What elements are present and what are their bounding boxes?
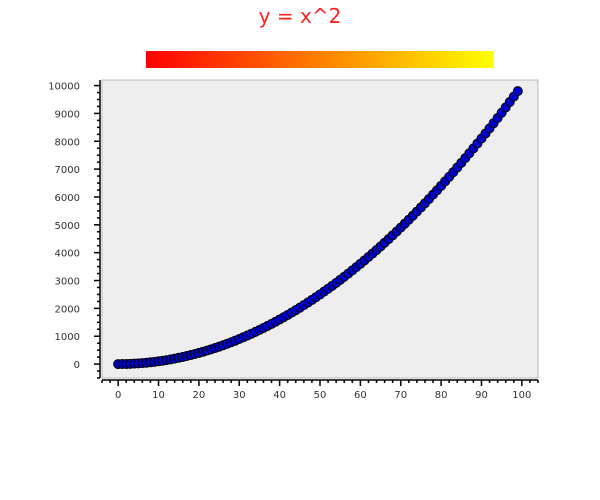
y-axis: 0 1000 2000 3000 4000 5000 6000 7000 8000 9000 100… xyxy=(48,80,101,379)
y-tick-label: 2000 xyxy=(55,304,80,315)
x-tick-label: 100 xyxy=(512,390,531,401)
y-tick-label: 9000 xyxy=(55,109,80,120)
data-point xyxy=(512,86,523,97)
x-tick-label: 20 xyxy=(193,390,206,401)
y-tick-label: 4000 xyxy=(55,249,80,260)
y-tick-label: 7000 xyxy=(55,165,80,176)
y-tick-label: 3000 xyxy=(55,277,80,288)
x-axis: 0 10 20 30 40 50 60 70 80 90 100 xyxy=(101,379,539,401)
x-tick-label: 80 xyxy=(435,390,448,401)
x-tick-label: 30 xyxy=(233,390,246,401)
colorbar xyxy=(146,51,494,68)
y-tick-label: 10000 xyxy=(48,82,80,93)
y-tick-label: 5000 xyxy=(55,221,80,232)
y-tick-label: 1000 xyxy=(55,332,80,343)
plot-area xyxy=(101,79,539,379)
data-points xyxy=(113,86,523,370)
x-tick-label: 60 xyxy=(354,390,367,401)
x-tick-label: 70 xyxy=(394,390,407,401)
x-tick-label: 40 xyxy=(273,390,286,401)
x-tick-label: 0 xyxy=(115,390,121,401)
x-tick-label: 10 xyxy=(152,390,165,401)
chart-title: y = x^2 xyxy=(258,4,342,28)
x-tick-label: 90 xyxy=(475,390,488,401)
y-tick-label: 0 xyxy=(74,360,80,371)
y-tick-label: 6000 xyxy=(55,193,80,204)
x-tick-label: 50 xyxy=(314,390,327,401)
y-tick-label: 8000 xyxy=(55,137,80,148)
